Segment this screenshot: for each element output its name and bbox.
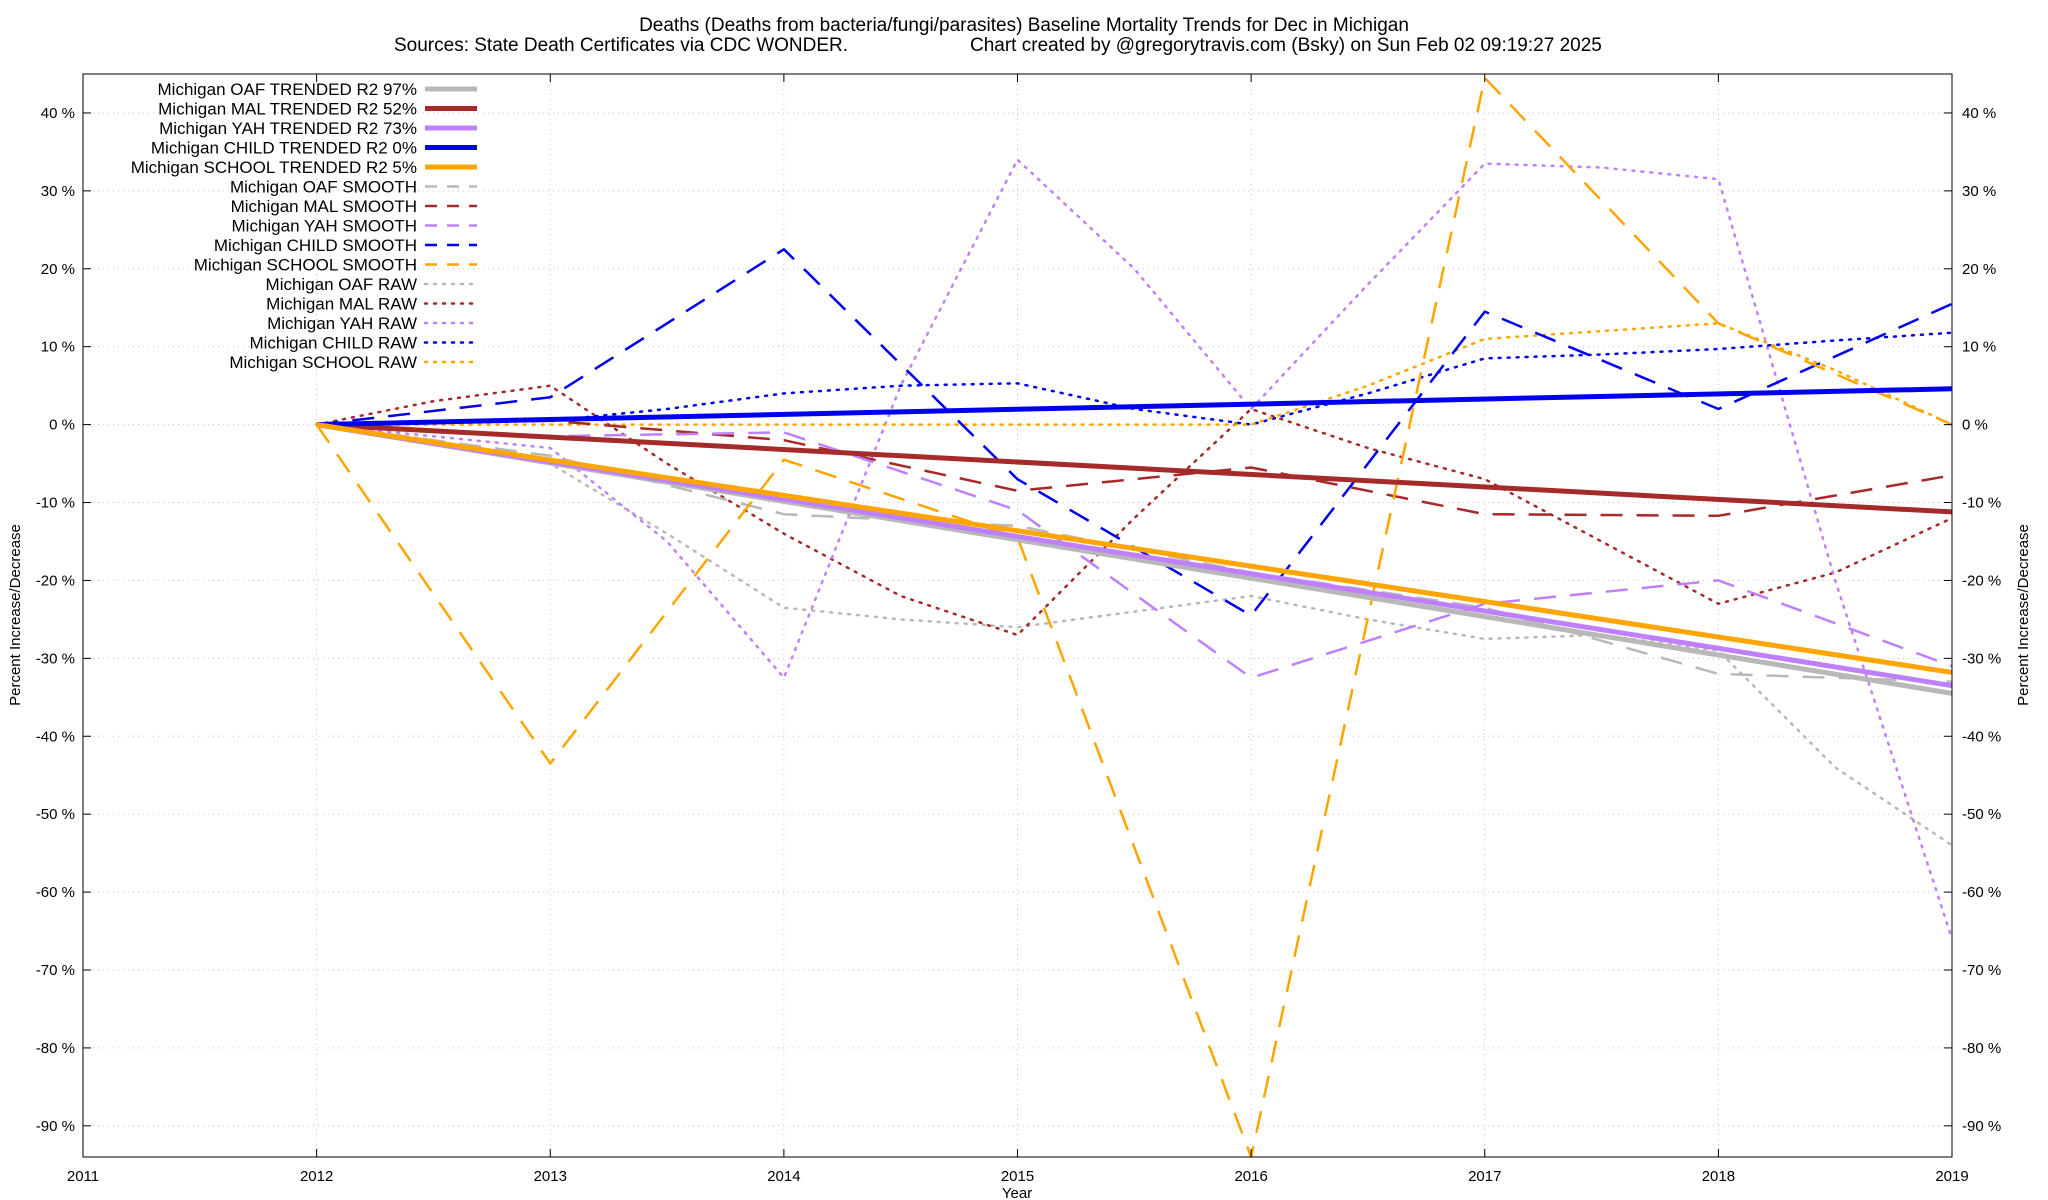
series-line-school-raw	[315, 322, 1952, 426]
legend-label: Michigan SCHOOL TRENDED R2 5%	[131, 158, 417, 177]
x-tick-label: 2016	[1234, 1168, 1267, 1185]
series-line-child-trend	[316, 386, 1952, 428]
y-tick-label-right: -70 %	[1962, 962, 2001, 979]
x-tick-label: 2019	[1935, 1168, 1968, 1185]
legend-label: Michigan CHILD SMOOTH	[214, 236, 417, 255]
x-tick-label: 2012	[300, 1168, 333, 1185]
y-tick-label-right: 20 %	[1962, 261, 1996, 278]
series-line-school-trend	[316, 422, 1952, 675]
x-tick-label: 2018	[1702, 1168, 1735, 1185]
y-tick-label-left: 0 %	[49, 417, 75, 434]
legend-label: Michigan CHILD RAW	[249, 334, 417, 353]
x-tick-label: 2014	[767, 1168, 800, 1185]
legend-label: Michigan YAH RAW	[267, 314, 417, 333]
legend-label: Michigan OAF RAW	[266, 275, 417, 294]
legend-label: Michigan MAL SMOOTH	[231, 197, 417, 216]
y-tick-label-left: -30 %	[36, 650, 75, 667]
y-axis-right-ticks: 40 % 30 % 20 % 10 % 0 % -10 % -20 % -30 % -40 % -…	[1944, 105, 2001, 1135]
legend-label: Michigan MAL TRENDED R2 52%	[158, 100, 417, 119]
series-line-school-smooth	[315, 76, 1952, 1157]
x-tick-label: 2011	[67, 1168, 99, 1185]
y-tick-label-left: 40 %	[41, 105, 75, 122]
series-line-mal-trend	[316, 422, 1952, 515]
y-tick-label-left: -40 %	[36, 728, 75, 745]
y-tick-label-right: -10 %	[1962, 495, 2001, 512]
plot-series	[315, 76, 1952, 1157]
chart-subtitle-credit: Chart created by @gregorytravis.com (Bsk…	[970, 35, 1602, 56]
y-tick-label-right: -30 %	[1962, 650, 2001, 667]
series-line-mal-raw	[315, 384, 1952, 637]
y-tick-label-right: -90 %	[1962, 1118, 2001, 1135]
legend-label: Michigan OAF TRENDED R2 97%	[158, 80, 418, 99]
y-tick-label-right: 10 %	[1962, 339, 1996, 356]
series-line-yah-smooth	[316, 423, 1952, 680]
y-tick-label-left: -90 %	[36, 1118, 75, 1135]
x-tick-label: 2017	[1468, 1168, 1501, 1185]
y-axis-label-left: Percent Increase/Decrease	[7, 524, 24, 706]
chart-title: Deaths (Deaths from bacteria/fungi/paras…	[639, 15, 1409, 36]
x-tick-label: 2015	[1001, 1168, 1034, 1185]
y-tick-label-right: -40 %	[1962, 728, 2001, 745]
y-tick-label-right: 40 %	[1962, 105, 1996, 122]
legend-label: Michigan YAH SMOOTH	[232, 217, 417, 236]
legend-label: Michigan SCHOOL RAW	[229, 353, 417, 372]
series-line-child-raw	[315, 331, 1952, 426]
x-axis-ticks: 2011 2012 2013 2014 2015 2016 2017 2018 2019	[67, 74, 1969, 1185]
y-tick-label-right: -20 %	[1962, 572, 2001, 589]
y-tick-label-left: -20 %	[36, 572, 75, 589]
series-line-oaf-raw	[315, 423, 1952, 847]
y-tick-label-left: -60 %	[36, 884, 75, 901]
y-tick-label-left: 20 %	[41, 261, 75, 278]
y-tick-label-left: -50 %	[36, 806, 75, 823]
y-tick-label-right: -80 %	[1962, 1040, 2001, 1057]
y-tick-label-left: 30 %	[41, 183, 75, 200]
legend-label: Michigan YAH TRENDED R2 73%	[159, 119, 417, 138]
legend-label: Michigan MAL RAW	[266, 295, 417, 314]
legend: Michigan OAF TRENDED R2 97%Michigan MAL …	[131, 80, 479, 372]
y-tick-label-right: 30 %	[1962, 183, 1996, 200]
y-axis-left-ticks: 40 % 30 % 20 % 10 % 0 % -10 % -20 % -30 % -40 % -…	[36, 105, 91, 1135]
legend-label: Michigan OAF SMOOTH	[230, 178, 417, 197]
y-tick-label-right: 0 %	[1962, 417, 1988, 434]
y-tick-label-left: -80 %	[36, 1040, 75, 1057]
y-tick-label-left: 10 %	[41, 339, 75, 356]
y-tick-label-right: -60 %	[1962, 884, 2001, 901]
x-tick-label: 2013	[534, 1168, 567, 1185]
y-axis-label-right: Percent Increase/Decrease	[2015, 524, 2032, 706]
series-line-yah-raw	[315, 158, 1952, 941]
chart-subtitle-sources: Sources: State Death Certificates via CD…	[394, 35, 848, 56]
y-tick-label-left: -10 %	[36, 495, 75, 512]
series-line-mal-smooth	[316, 419, 1952, 518]
y-tick-label-right: -50 %	[1962, 806, 2001, 823]
legend-label: Michigan SCHOOL SMOOTH	[194, 256, 417, 275]
y-tick-label-left: -70 %	[36, 962, 75, 979]
x-axis-label: Year	[1002, 1185, 1032, 1200]
legend-label: Michigan CHILD TRENDED R2 0%	[151, 139, 417, 158]
